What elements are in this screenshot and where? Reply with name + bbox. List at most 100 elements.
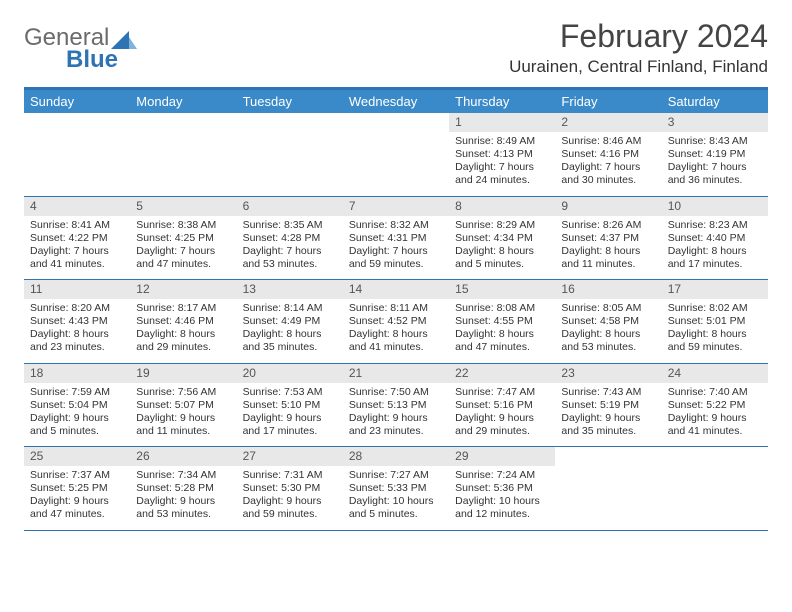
sunrise-text: Sunrise: 8:26 AM	[561, 219, 655, 232]
day-number: 9	[555, 197, 661, 216]
day-number: 25	[24, 447, 130, 466]
sunset-text: Sunset: 4:40 PM	[668, 232, 762, 245]
daylight-text: Daylight: 10 hours and 12 minutes.	[455, 495, 549, 521]
daylight-text: Daylight: 8 hours and 23 minutes.	[30, 328, 124, 354]
daylight-text: Daylight: 8 hours and 35 minutes.	[243, 328, 337, 354]
week-row: 25 Sunrise: 7:37 AMSunset: 5:25 PM Dayligh…	[24, 447, 768, 531]
sunset-text: Sunset: 4:37 PM	[561, 232, 655, 245]
day-cell: 27Sunrise: 7:31 AMSunset: 5:30 PMDayligh…	[237, 447, 343, 530]
sunrise-text: Sunrise: 7:34 AM	[136, 469, 230, 482]
daylight-text: Daylight: 9 hours and 11 minutes.	[136, 412, 230, 438]
day-header: Monday	[130, 90, 236, 113]
daylight-text: Daylight: 7 hours and 47 minutes.	[136, 245, 230, 271]
daylight-text: Daylight: 8 hours and 53 minutes.	[561, 328, 655, 354]
day-cell: 25Sunrise: 7:37 AMSunset: 5:25 PMDayligh…	[24, 447, 130, 530]
day-number: 24	[662, 364, 768, 383]
sunset-text: Sunset: 4:22 PM	[30, 232, 124, 245]
day-cell: 15Sunrise: 8:08 AMSunset: 4:55 PMDayligh…	[449, 280, 555, 363]
daylight-text: Daylight: 8 hours and 47 minutes.	[455, 328, 549, 354]
day-number: 12	[130, 280, 236, 299]
sunset-text: Sunset: 5:10 PM	[243, 399, 337, 412]
day-number: 27	[237, 447, 343, 466]
sunset-text: Sunset: 5:07 PM	[136, 399, 230, 412]
sunset-text: Sunset: 4:31 PM	[349, 232, 443, 245]
sunrise-text: Sunrise: 8:35 AM	[243, 219, 337, 232]
day-number: 15	[449, 280, 555, 299]
daylight-text: Daylight: 7 hours and 36 minutes.	[668, 161, 762, 187]
day-header: Tuesday	[237, 90, 343, 113]
sunrise-text: Sunrise: 8:17 AM	[136, 302, 230, 315]
daylight-text: Daylight: 9 hours and 23 minutes.	[349, 412, 443, 438]
sunset-text: Sunset: 4:43 PM	[30, 315, 124, 328]
daylight-text: Daylight: 8 hours and 41 minutes.	[349, 328, 443, 354]
sunrise-text: Sunrise: 8:29 AM	[455, 219, 549, 232]
sunset-text: Sunset: 4:49 PM	[243, 315, 337, 328]
day-cell: 7Sunrise: 8:32 AMSunset: 4:31 PMDaylight…	[343, 197, 449, 280]
day-cell: 9 Sunrise: 8:26 AMSunset: 4:37 PMDaylight…	[555, 197, 661, 280]
sunrise-text: Sunrise: 8:14 AM	[243, 302, 337, 315]
day-number: 3	[662, 113, 768, 132]
sunset-text: Sunset: 5:33 PM	[349, 482, 443, 495]
sunset-text: Sunset: 4:55 PM	[455, 315, 549, 328]
sunset-text: Sunset: 5:13 PM	[349, 399, 443, 412]
day-number: 20	[237, 364, 343, 383]
sunrise-text: Sunrise: 8:43 AM	[668, 135, 762, 148]
week-row: 11Sunrise: 8:20 AMSunset: 4:43 PMDayligh…	[24, 280, 768, 364]
sunrise-text: Sunrise: 7:27 AM	[349, 469, 443, 482]
day-cell: 29 Sunrise: 7:24 AMSunset: 5:36 PMDayligh…	[449, 447, 555, 530]
day-number: 7	[343, 197, 449, 216]
daylight-text: Daylight: 8 hours and 5 minutes.	[455, 245, 549, 271]
sunset-text: Sunset: 5:04 PM	[30, 399, 124, 412]
daylight-text: Daylight: 8 hours and 59 minutes.	[668, 328, 762, 354]
day-header: Friday	[555, 90, 661, 113]
sunrise-text: Sunrise: 8:11 AM	[349, 302, 443, 315]
sunrise-text: Sunrise: 7:50 AM	[349, 386, 443, 399]
day-cell: 13Sunrise: 8:14 AMSunset: 4:49 PMDayligh…	[237, 280, 343, 363]
sunrise-text: Sunrise: 7:53 AM	[243, 386, 337, 399]
day-cell: 21 Sunrise: 7:50 AMSunset: 5:13 PMDayligh…	[343, 364, 449, 447]
sunrise-text: Sunrise: 8:02 AM	[668, 302, 762, 315]
sunrise-text: Sunrise: 7:24 AM	[455, 469, 549, 482]
day-cell: 19Sunrise: 7:56 AMSunset: 5:07 PMDayligh…	[130, 364, 236, 447]
day-number: 18	[24, 364, 130, 383]
calendar: Sunday Monday Tuesday Wednesday Thursday…	[24, 87, 768, 531]
day-header-row: Sunday Monday Tuesday Wednesday Thursday…	[24, 90, 768, 113]
sunset-text: Sunset: 5:36 PM	[455, 482, 549, 495]
sunset-text: Sunset: 4:28 PM	[243, 232, 337, 245]
day-number: 4	[24, 197, 130, 216]
sunset-text: Sunset: 4:58 PM	[561, 315, 655, 328]
sunset-text: Sunset: 5:22 PM	[668, 399, 762, 412]
sunset-text: Sunset: 4:13 PM	[455, 148, 549, 161]
week-row: 1Sunrise: 8:49 AMSunset: 4:13 PMDaylight…	[24, 113, 768, 197]
sunset-text: Sunset: 5:25 PM	[30, 482, 124, 495]
day-number: 6	[237, 197, 343, 216]
day-cell	[24, 113, 130, 196]
sunrise-text: Sunrise: 7:37 AM	[30, 469, 124, 482]
day-number: 11	[24, 280, 130, 299]
day-number: 22	[449, 364, 555, 383]
sunrise-text: Sunrise: 8:41 AM	[30, 219, 124, 232]
daylight-text: Daylight: 10 hours and 5 minutes.	[349, 495, 443, 521]
sunset-text: Sunset: 5:16 PM	[455, 399, 549, 412]
sunset-text: Sunset: 4:25 PM	[136, 232, 230, 245]
day-header: Wednesday	[343, 90, 449, 113]
day-number: 16	[555, 280, 661, 299]
title-block: February 2024 Uurainen, Central Finland,…	[509, 18, 768, 77]
day-cell: 11Sunrise: 8:20 AMSunset: 4:43 PMDayligh…	[24, 280, 130, 363]
page-header: GeneralBlue February 2024 Uurainen, Cent…	[24, 18, 768, 77]
daylight-text: Daylight: 8 hours and 11 minutes.	[561, 245, 655, 271]
daylight-text: Daylight: 7 hours and 30 minutes.	[561, 161, 655, 187]
day-cell	[130, 113, 236, 196]
daylight-text: Daylight: 9 hours and 53 minutes.	[136, 495, 230, 521]
daylight-text: Daylight: 7 hours and 53 minutes.	[243, 245, 337, 271]
day-number: 29	[449, 447, 555, 466]
day-cell: 26Sunrise: 7:34 AMSunset: 5:28 PMDayligh…	[130, 447, 236, 530]
day-number: 21	[343, 364, 449, 383]
sunrise-text: Sunrise: 8:05 AM	[561, 302, 655, 315]
day-cell: 17Sunrise: 8:02 AMSunset: 5:01 PMDayligh…	[662, 280, 768, 363]
day-cell	[662, 447, 768, 530]
day-cell: 23Sunrise: 7:43 AMSunset: 5:19 PMDayligh…	[555, 364, 661, 447]
day-cell: 6 Sunrise: 8:35 AMSunset: 4:28 PMDaylight…	[237, 197, 343, 280]
sunset-text: Sunset: 5:30 PM	[243, 482, 337, 495]
day-number: 23	[555, 364, 661, 383]
